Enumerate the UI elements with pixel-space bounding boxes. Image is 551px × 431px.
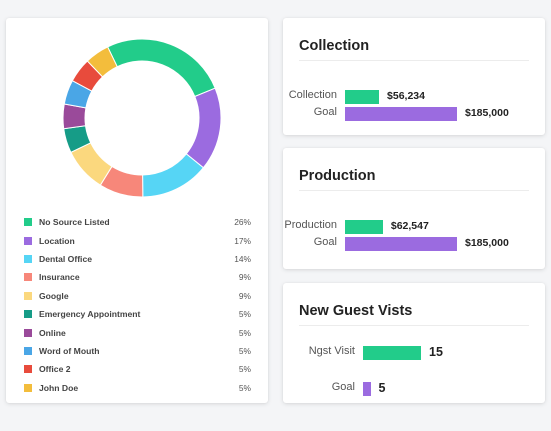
donut-legend: No Source Listed 26% Location 17% Dental Off… [23,213,251,397]
legend-swatch [24,291,32,300]
referral-sources-donut-chart [62,38,222,198]
bar-value: $185,000 [465,107,509,119]
goal-bar[interactable] [345,107,457,121]
legend-percent: 5% [238,309,251,320]
donut-slice-location[interactable] [185,87,222,169]
legend-label: No Source Listed [39,217,110,228]
legend-item[interactable]: Insurance 9% [23,268,251,286]
donut-slice-john-doe[interactable] [86,46,118,78]
bar-value: $62,547 [390,220,429,232]
collection-card: Collection Collection $56,234 Goal $185,000 [283,18,545,135]
legend-item[interactable]: Office 2 5% [23,360,251,378]
legend-swatch [24,346,32,355]
legend-swatch [24,254,32,263]
legend-swatch [24,365,32,374]
bar-value: $185,000 [465,237,509,249]
donut-slice-no-source-listed[interactable] [106,38,216,98]
legend-item[interactable]: Location 17% [23,231,251,249]
actual-bar[interactable] [363,346,421,360]
legend-percent: 5% [238,345,251,356]
bar-label: Goal [313,236,337,248]
production-title: Production [299,168,376,184]
legend-swatch [24,328,32,337]
divider [299,325,529,326]
donut-slice-dental-office[interactable] [142,153,205,198]
legend-percent: 9% [238,290,251,301]
legend-swatch [24,383,32,392]
legend-percent: 26% [234,217,251,228]
actual-bar[interactable] [345,90,380,104]
legend-percent: 14% [234,253,251,264]
bar-label: Goal [331,381,355,393]
legend-label: Word of Mouth [39,345,100,356]
actual-bar[interactable] [345,220,383,234]
new-guest-visits-title: New Guest Vists [299,303,413,319]
bar-label: Ngst Visit [308,345,355,357]
legend-percent: 5% [238,382,251,393]
legend-percent: 5% [238,327,251,338]
new-guest-visits-card: New Guest Vists Ngst Visit 15 Goal 5 [283,283,545,403]
legend-item[interactable]: Emergency Appointment 5% [23,305,251,323]
legend-item[interactable]: Online 5% [23,323,251,341]
divider [299,60,529,61]
bar-value: 5 [378,381,386,395]
legend-percent: 9% [238,272,251,283]
legend-item[interactable]: Dental Office 14% [23,250,251,268]
production-card: Production Production $62,547 Goal $185,000 [283,148,545,269]
legend-percent: 17% [234,235,251,246]
bar-label: Goal [313,106,337,118]
goal-bar[interactable] [345,237,457,251]
legend-item[interactable]: No Source Listed 26% [23,213,251,231]
goal-bar[interactable] [363,382,371,396]
legend-label: Emergency Appointment [39,309,141,320]
legend-label: Office 2 [39,364,71,375]
referral-sources-card: No Source Listed 26% Location 17% Dental Off… [6,18,268,403]
legend-label: Insurance [39,272,80,283]
bar-label: Production [284,219,337,231]
legend-label: Dental Office [39,253,93,264]
legend-swatch [24,218,32,227]
legend-swatch [24,273,32,282]
collection-title: Collection [299,38,370,54]
bar-value: $56,234 [387,90,425,102]
legend-item[interactable]: Google 9% [23,287,251,305]
legend-item[interactable]: John Doe 5% [23,379,251,397]
legend-label: Online [39,327,66,338]
bar-label: Collection [288,89,337,101]
legend-swatch [24,236,32,245]
legend-item[interactable]: Word of Mouth 5% [23,342,251,360]
legend-label: John Doe [39,382,79,393]
legend-percent: 5% [238,364,251,375]
legend-swatch [24,310,32,319]
legend-label: Location [39,235,75,246]
bar-value: 15 [429,345,443,359]
legend-label: Google [39,290,69,301]
divider [299,190,529,191]
